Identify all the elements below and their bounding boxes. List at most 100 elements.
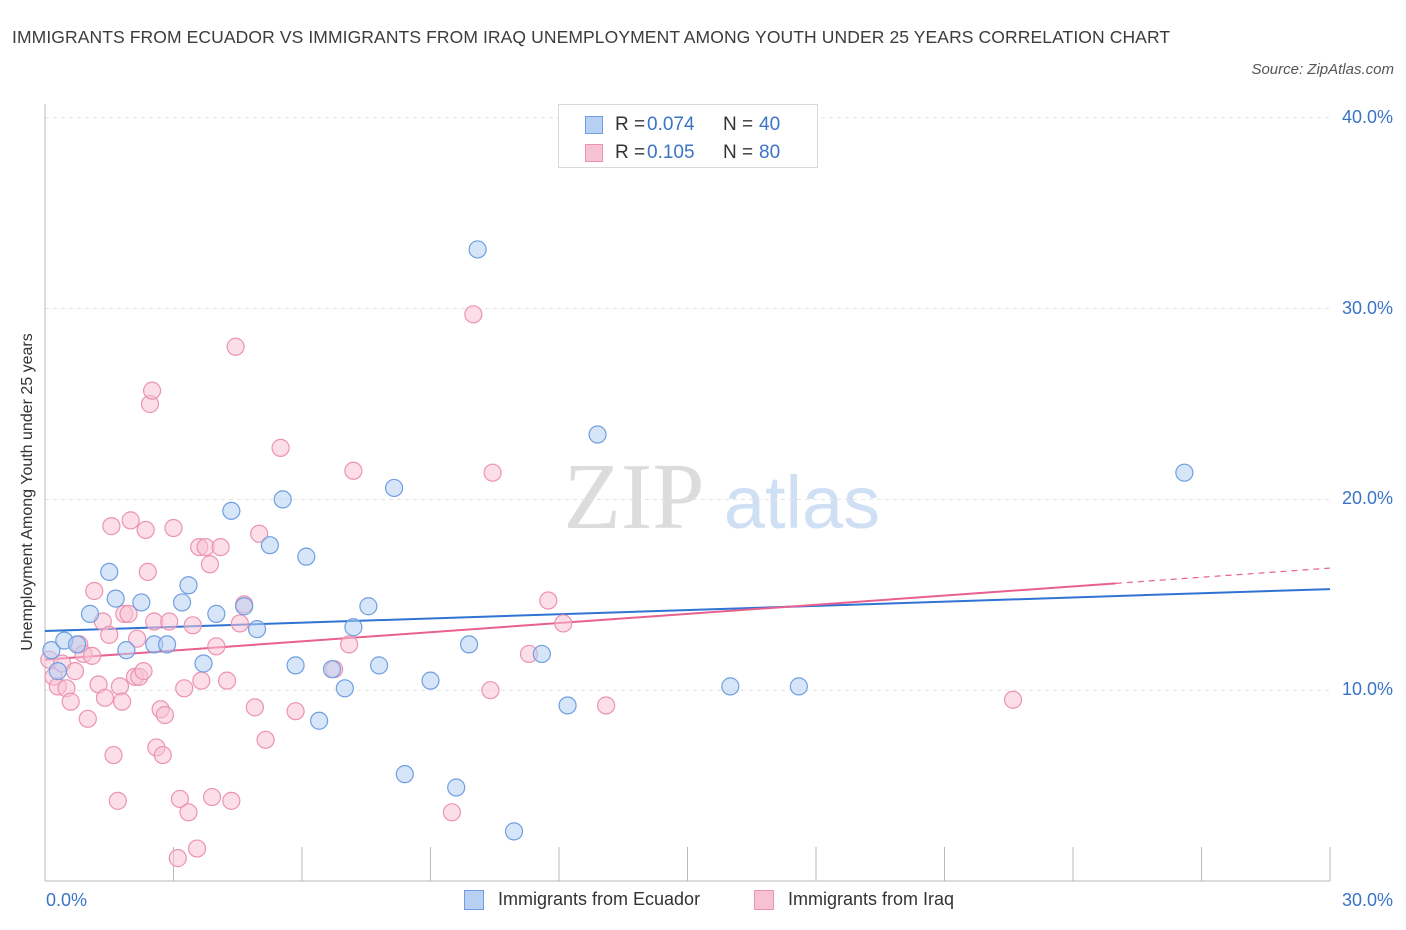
iraq-point — [226, 337, 245, 356]
ecuador-point — [235, 597, 254, 616]
legend-item-iraq[interactable]: Immigrants from Iraq — [754, 889, 954, 910]
ecuador-point — [273, 490, 292, 509]
r-label: R = — [615, 142, 646, 163]
iraq-point — [136, 520, 155, 540]
iraq-point — [481, 681, 500, 700]
ecuador-point — [384, 478, 404, 498]
stats-row-iraq: R = 0.105 N = 80 — [585, 141, 780, 165]
y-tick-label: 10.0% — [1341, 679, 1393, 700]
iraq-point — [211, 537, 230, 557]
iraq-point — [340, 635, 359, 654]
y-tick-label: 30.0% — [1341, 297, 1393, 318]
ecuador-point — [80, 604, 100, 623]
iraq-point — [112, 692, 132, 711]
iraq-point — [153, 745, 172, 765]
ecuador-point — [459, 635, 479, 654]
iraq-point — [286, 702, 305, 721]
iraq-swatch — [585, 144, 603, 162]
ecuador-point — [370, 656, 389, 675]
watermark-zip: ZIP — [564, 445, 705, 549]
iraq-point — [134, 662, 153, 681]
iraq-point — [85, 581, 104, 601]
ecuador-point — [157, 635, 177, 654]
iraq-point — [442, 803, 462, 822]
iraq-point — [121, 511, 140, 530]
ecuador-points — [42, 240, 1194, 841]
ecuador-point — [789, 677, 808, 696]
ecuador-point — [172, 593, 192, 612]
axes — [44, 104, 1331, 882]
ecuador-point — [297, 547, 316, 566]
iraq-point — [183, 616, 202, 635]
iraq-point — [230, 614, 249, 633]
iraq-point — [344, 461, 363, 480]
ecuador-point — [207, 604, 226, 623]
ecuador-point — [247, 620, 267, 639]
ecuador-point — [532, 644, 551, 664]
iraq-point — [179, 803, 198, 822]
legend-label-ecuador: Immigrants from Ecuador — [498, 889, 701, 909]
ecuador-point — [721, 677, 740, 696]
iraq-point — [202, 787, 222, 807]
ecuador-point — [68, 635, 87, 654]
iraq-point — [170, 789, 190, 809]
iraq-point — [127, 629, 147, 648]
ecuador-point — [359, 597, 378, 616]
ecuador-point — [260, 536, 279, 555]
iraq-point — [61, 692, 80, 711]
ecuador-point — [179, 576, 198, 595]
iraq-point — [250, 524, 269, 543]
n-label: N = — [723, 114, 754, 135]
legend-label-iraq: Immigrants from Iraq — [788, 889, 955, 909]
ecuador-swatch — [464, 889, 484, 910]
legend-item-ecuador[interactable]: Immigrants from Ecuador — [464, 889, 700, 910]
r-value: 0.074 — [647, 114, 695, 135]
ecuador-point — [106, 589, 125, 608]
iraq-point — [108, 791, 127, 810]
iraq-point — [222, 791, 241, 810]
ecuador-point — [310, 711, 329, 730]
trend-lines — [44, 567, 1331, 661]
ecuador-point — [132, 593, 151, 612]
stats-row-ecuador: R = 0.074 N = 40 — [585, 113, 780, 137]
iraq-point — [207, 637, 226, 656]
series-legend: Immigrants from Ecuador Immigrants from … — [0, 889, 1406, 915]
iraq-point — [597, 696, 616, 715]
watermark: ZIP atlas — [564, 445, 881, 549]
iraq-point — [95, 688, 115, 707]
iraq-point — [104, 745, 123, 765]
ecuador-swatch — [585, 116, 603, 134]
y-tick-label: 20.0% — [1341, 488, 1393, 509]
iraq-trend-line-extension — [1115, 567, 1331, 584]
iraq-trend-line — [44, 582, 1116, 661]
ecuador-point — [286, 656, 305, 675]
n-label: N = — [723, 142, 754, 163]
iraq-point — [217, 671, 237, 690]
ecuador-point — [100, 562, 119, 582]
iraq-point — [138, 562, 157, 582]
iraq-point — [102, 517, 121, 536]
ecuador-point — [344, 618, 363, 637]
iraq-point — [83, 646, 102, 665]
ecuador-point — [421, 671, 440, 690]
iraq-point — [175, 679, 194, 698]
ecuador-point — [558, 696, 577, 715]
watermark-atlas: atlas — [724, 461, 880, 544]
iraq-point — [110, 677, 130, 696]
ecuador-point — [117, 641, 136, 660]
y-tick-label: 40.0% — [1341, 106, 1393, 127]
ecuador-point — [504, 822, 524, 841]
iraq-point — [187, 839, 207, 858]
iraq-swatch — [754, 889, 774, 910]
ecuador-point — [322, 660, 342, 679]
ecuador-point — [395, 765, 414, 784]
iraq-point — [483, 463, 502, 482]
iraq-point — [539, 591, 558, 610]
n-value: 80 — [759, 142, 781, 163]
iraq-point — [245, 698, 264, 717]
iraq-point — [100, 625, 119, 644]
ecuador-point — [447, 778, 466, 797]
stats-legend: R = 0.074 N = 40 R = 0.105 N = 80 — [558, 104, 818, 168]
iraq-point — [119, 604, 138, 623]
ecuador-point — [48, 662, 67, 681]
